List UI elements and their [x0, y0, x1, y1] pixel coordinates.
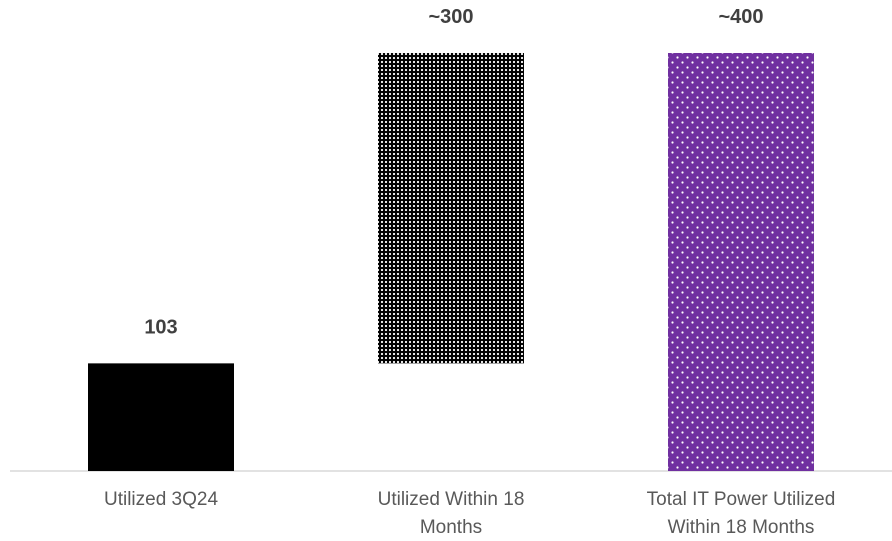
bars-layer: [88, 53, 814, 471]
category-label-1: Utilized 3Q24: [104, 489, 218, 510]
bar-2: [378, 53, 524, 364]
category-label-3: Total IT Power Utilized Within 18 Months: [647, 489, 836, 538]
category-label-2: Utilized Within 18 Months: [378, 489, 525, 538]
bar-3: [668, 53, 814, 471]
value-label-3: ~400: [718, 6, 763, 28]
bar-1: [88, 363, 234, 471]
value-label-1: 103: [144, 316, 177, 338]
value-label-2: ~300: [428, 6, 473, 28]
labels-layer: 103 Utilized 3Q24 ~300 Utilized Within 18 Mo…: [104, 6, 835, 538]
